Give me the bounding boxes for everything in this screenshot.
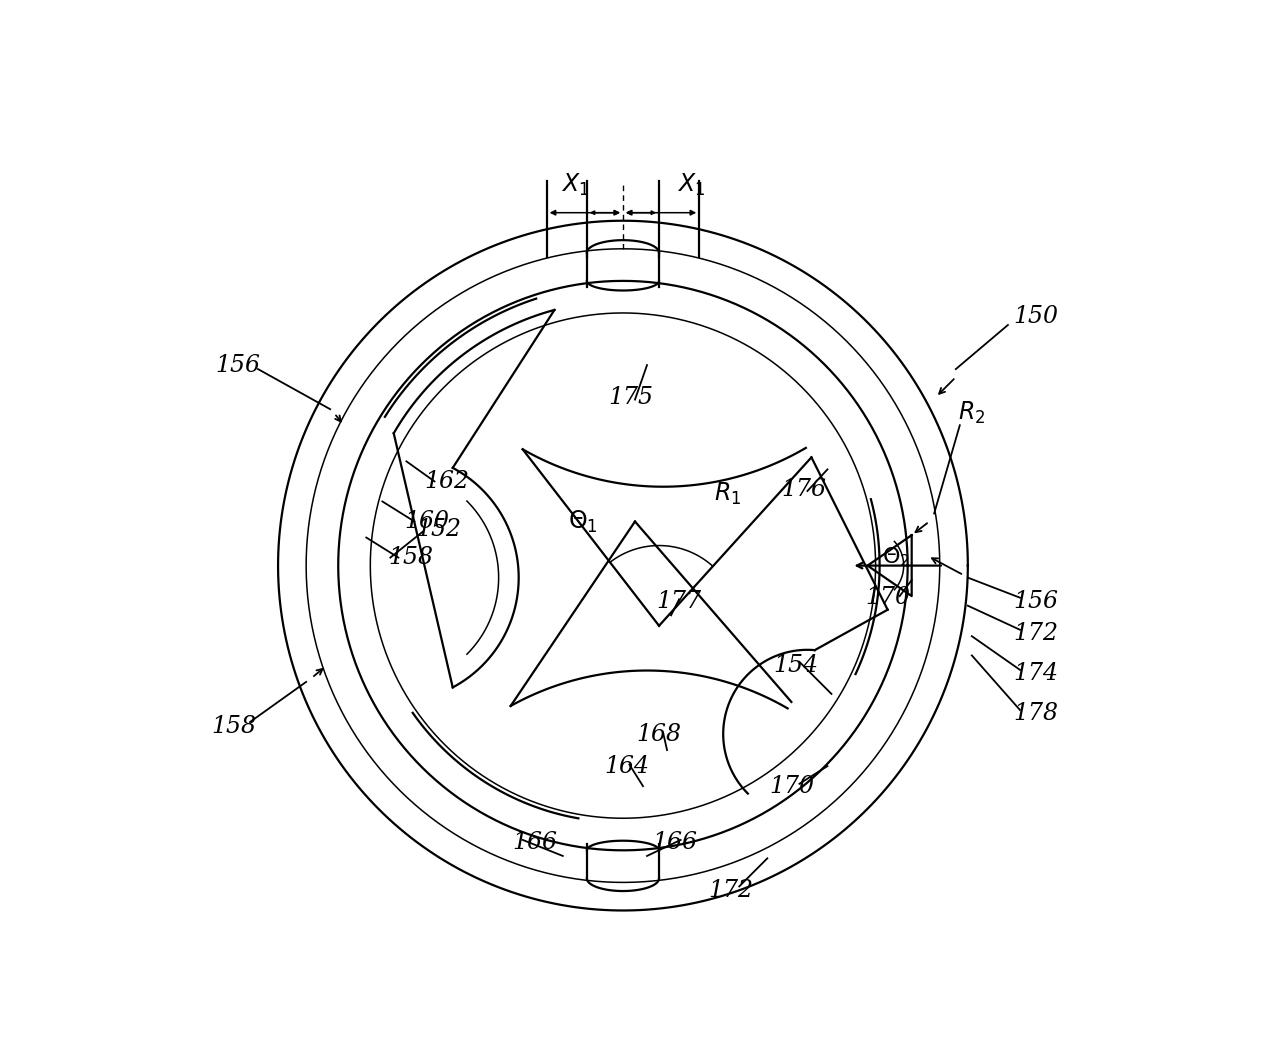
Text: 154: 154	[773, 655, 818, 677]
Text: 168: 168	[637, 722, 682, 745]
Text: 170: 170	[769, 775, 814, 798]
Text: 176: 176	[781, 478, 826, 501]
Text: 152: 152	[415, 518, 460, 541]
Text: 166: 166	[652, 830, 697, 853]
Text: 158: 158	[211, 715, 256, 738]
Text: $X_1$: $X_1$	[561, 172, 589, 199]
Text: 162: 162	[424, 470, 469, 493]
Text: 177: 177	[657, 591, 702, 613]
Text: 158: 158	[388, 547, 433, 569]
Text: 178: 178	[1013, 702, 1058, 725]
Text: 166: 166	[512, 830, 557, 853]
Text: $\Theta_1$: $\Theta_1$	[568, 509, 598, 535]
Text: 170: 170	[865, 586, 910, 610]
Text: 156: 156	[1013, 591, 1058, 613]
Text: $R_2$: $R_2$	[958, 400, 985, 427]
Text: $R_1$: $R_1$	[714, 480, 741, 507]
Text: 156: 156	[216, 353, 261, 376]
Text: $X_1$: $X_1$	[678, 172, 705, 199]
Text: $\Theta_2$: $\Theta_2$	[882, 545, 909, 570]
Text: 175: 175	[608, 386, 653, 409]
Text: 164: 164	[604, 755, 649, 778]
Text: 150: 150	[1013, 306, 1058, 329]
Text: 172: 172	[1013, 622, 1058, 645]
Text: 160: 160	[404, 510, 449, 533]
Text: 172: 172	[709, 879, 754, 902]
Text: 174: 174	[1013, 662, 1058, 685]
